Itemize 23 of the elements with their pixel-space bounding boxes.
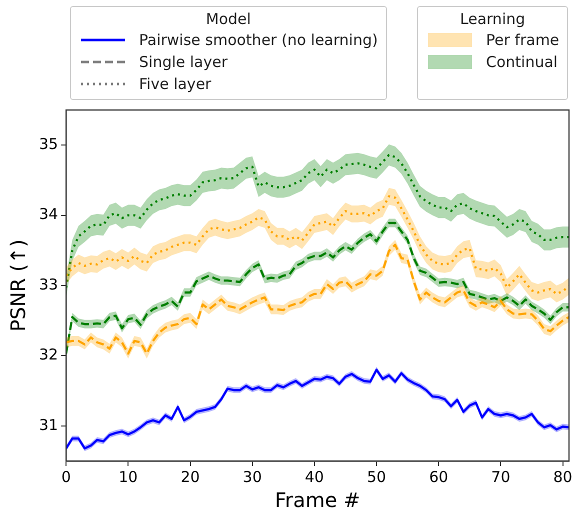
y-tick-label: 35 [38,134,58,153]
text: Per frame [486,31,560,49]
y-tick-label: 33 [38,275,58,294]
x-tick-label: 40 [304,468,324,486]
x-tick-label: 80 [553,468,572,486]
x-tick-label: 10 [118,468,138,486]
y-tick-label: 31 [38,416,58,434]
x-tick-label: 70 [491,468,510,486]
text: Continual [486,53,558,71]
text: Single layer [139,53,228,71]
y-tick-label: 32 [38,346,58,364]
x-tick-label: 20 [180,468,200,486]
y-tick-label: 34 [38,205,58,224]
x-tick-label: 0 [61,468,71,486]
x-axis-title: Frame # [274,488,360,512]
y-axis-title: PSNR (↑) [6,239,30,332]
text: Learning [459,10,526,28]
x-tick-label: 30 [242,468,262,486]
legend-label: Pairwise smoother (no learning) [139,31,378,49]
text: Five layer [139,75,212,93]
x-tick-label: 50 [366,468,386,486]
legend-title: Model [204,10,252,28]
x-tick-label: 60 [429,468,448,486]
